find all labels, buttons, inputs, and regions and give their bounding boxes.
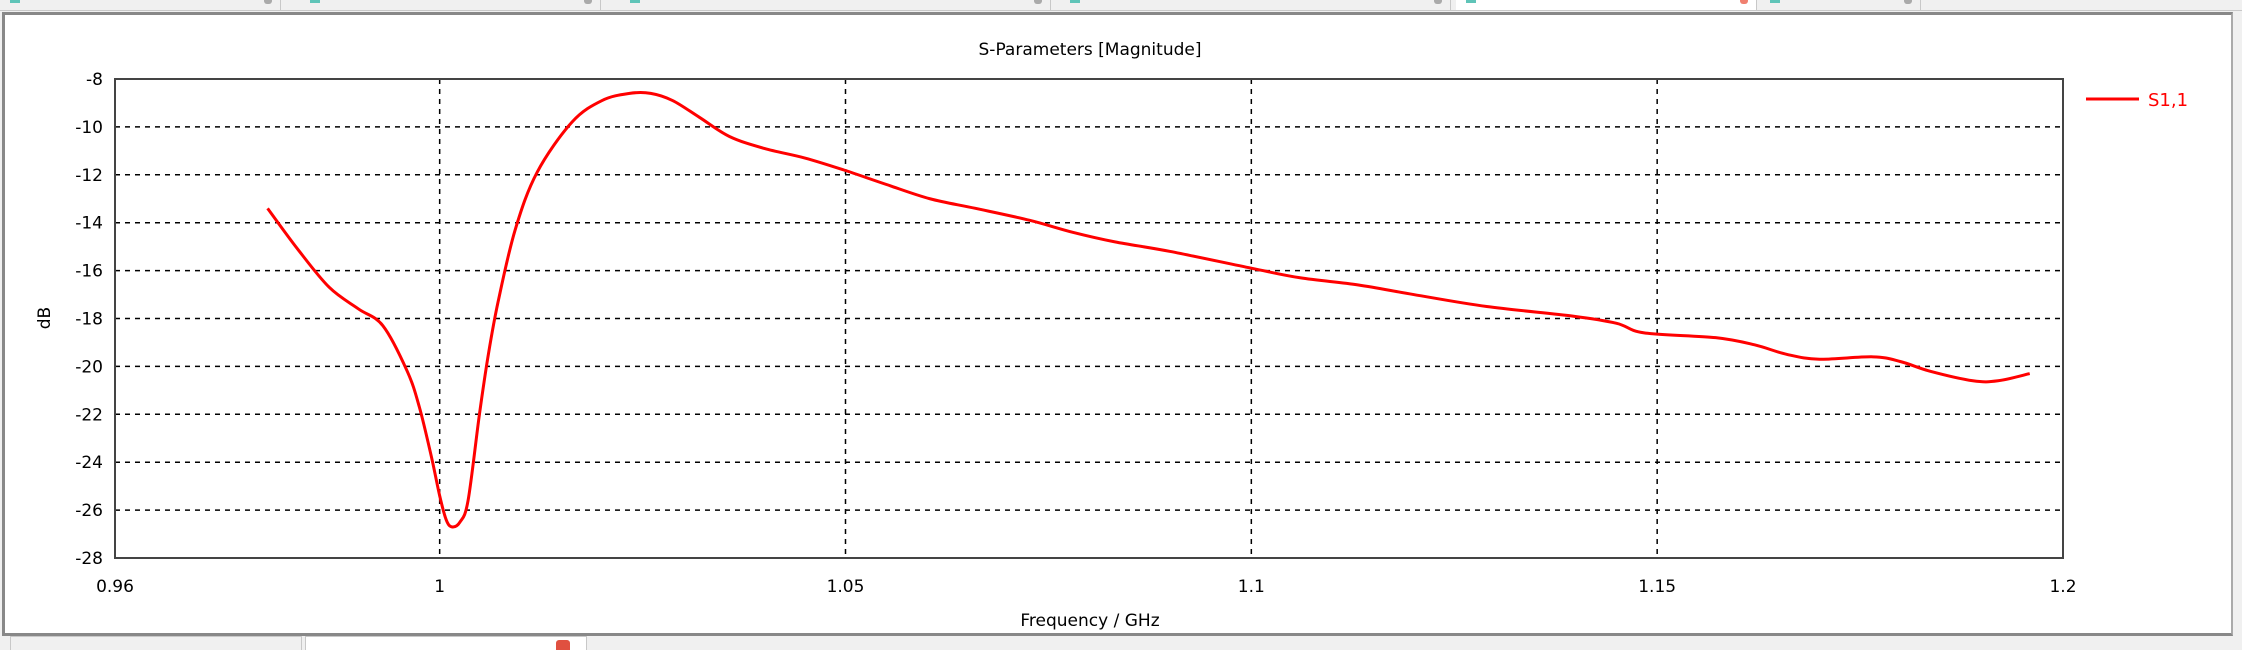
x-tick-label: 1 [434, 577, 445, 597]
x-tick-label: 1.1 [1238, 577, 1265, 597]
tab-close-icon[interactable] [264, 0, 272, 4]
x-tick-label: 1.15 [1638, 577, 1676, 597]
y-tick-label: -18 [75, 310, 103, 330]
series-line-s11 [266, 90, 2031, 529]
x-tick-label: 0.96 [96, 577, 134, 597]
y-tick-label: -22 [75, 405, 103, 425]
tab-close-icon[interactable] [1434, 0, 1442, 4]
tab-icon [1070, 0, 1080, 3]
x-tick-label: 1.05 [827, 577, 865, 597]
document-tab[interactable] [1060, 0, 1451, 10]
y-tick-label: -26 [75, 501, 103, 521]
series-group [266, 90, 2031, 529]
legend[interactable]: S1,1 [2086, 90, 2188, 111]
legend-label-s11: S1,1 [2148, 90, 2188, 111]
tab-close-icon[interactable] [556, 640, 570, 650]
tab-icon [1466, 0, 1476, 3]
tab-icon [310, 0, 320, 3]
chart-title: S-Parameters [Magnitude] [979, 40, 1202, 60]
y-tick-label: -20 [75, 357, 103, 377]
grid [115, 79, 2063, 558]
tab-close-icon[interactable] [584, 0, 592, 4]
document-tab[interactable] [1760, 0, 1921, 10]
y-tick-label: -28 [75, 549, 103, 569]
y-tick-label: -12 [75, 166, 103, 186]
y-tick-label: -10 [75, 118, 103, 138]
y-axis-label: dB [35, 307, 55, 329]
bottom-tab-strip [0, 636, 2242, 650]
tab-close-icon[interactable] [1740, 0, 1748, 4]
tab-close-icon[interactable] [1904, 0, 1912, 4]
chart-panel [2, 12, 2233, 636]
y-tick-label: -14 [75, 214, 103, 234]
document-tab-strip [0, 0, 2242, 11]
document-tab[interactable] [0, 0, 281, 10]
tab-close-icon[interactable] [1034, 0, 1042, 4]
x-tick-label: 1.2 [2049, 577, 2076, 597]
y-tick-label: -24 [75, 453, 103, 473]
y-tick-label: -8 [86, 70, 103, 90]
document-tab[interactable] [620, 0, 1051, 10]
document-tab[interactable] [300, 0, 601, 10]
y-tick-label: -16 [75, 262, 103, 282]
tab-icon [630, 0, 640, 3]
tab-icon [1770, 0, 1780, 3]
document-tab-active[interactable] [1456, 0, 1757, 10]
x-axis-label: Frequency / GHz [1020, 611, 1159, 631]
tab-icon [10, 0, 20, 3]
tick-labels: 0.96 1 1.05 1.1 1.15 1.2 -8 -10 -12 -14 -16 -18 -20 -… [75, 70, 2076, 597]
bottom-tab-active[interactable] [305, 636, 587, 650]
plot-area [114, 78, 2064, 559]
bottom-tab[interactable] [10, 636, 302, 650]
